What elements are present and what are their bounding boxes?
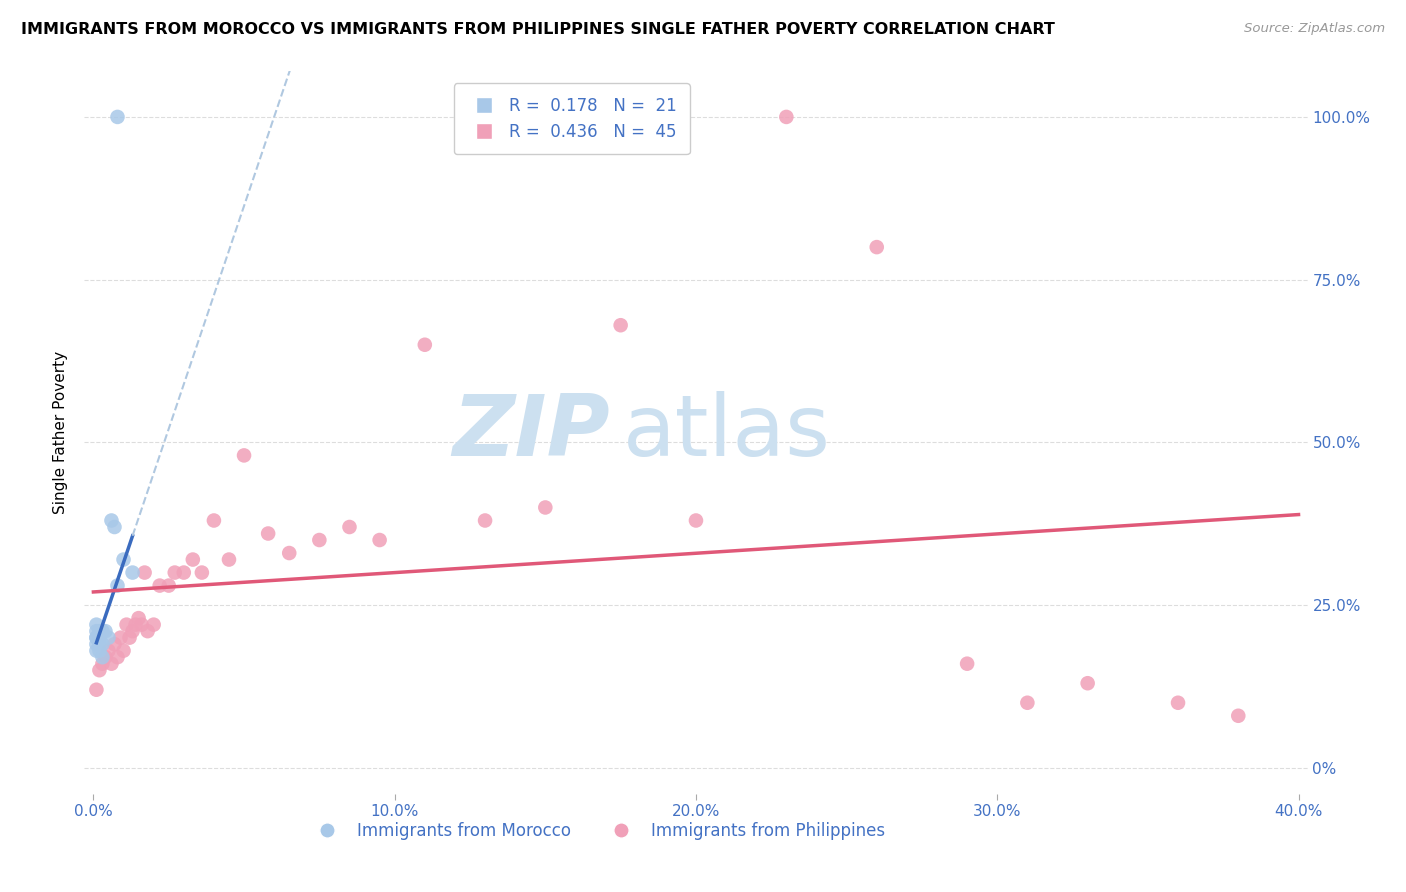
Point (91, 650, 114, 665)
Point (1017, 696, 1039, 710)
Point (112, 643, 135, 657)
Point (474, 514, 496, 528)
Point (115, 617, 138, 632)
Point (775, 110, 797, 124)
Text: IMMIGRANTS FROM MOROCCO VS IMMIGRANTS FROM PHILIPPINES SINGLE FATHER POVERTY COR: IMMIGRANTS FROM MOROCCO VS IMMIGRANTS FR… (21, 22, 1054, 37)
Point (142, 617, 165, 632)
Point (94, 624, 117, 639)
Point (157, 578, 180, 592)
Point (413, 337, 436, 351)
Point (89, 631, 111, 645)
Point (121, 624, 143, 639)
Point (1077, 676, 1099, 690)
Text: atlas: atlas (623, 391, 831, 475)
Point (97, 631, 120, 645)
Point (149, 578, 172, 592)
Point (86, 631, 108, 645)
Point (110, 631, 132, 645)
Point (100, 514, 122, 528)
Point (112, 552, 135, 566)
Point (89, 663, 111, 677)
Point (131, 617, 153, 632)
Point (278, 546, 301, 560)
Point (103, 520, 125, 534)
Point (107, 110, 129, 124)
Point (97, 643, 120, 657)
Point (86, 643, 108, 657)
Point (86, 637, 108, 651)
Point (233, 449, 256, 463)
Legend: Immigrants from Morocco, Immigrants from Philippines: Immigrants from Morocco, Immigrants from… (304, 815, 893, 847)
Point (86, 624, 108, 639)
Point (1227, 708, 1250, 723)
Text: Source: ZipAtlas.com: Source: ZipAtlas.com (1244, 22, 1385, 36)
Point (609, 318, 631, 333)
Point (163, 566, 186, 580)
Point (100, 657, 122, 671)
Point (1167, 696, 1189, 710)
Point (89, 624, 111, 639)
Point (257, 526, 280, 541)
Text: ZIP: ZIP (453, 391, 610, 475)
Y-axis label: Single Father Poverty: Single Father Poverty (53, 351, 69, 514)
Point (86, 682, 108, 697)
Point (956, 657, 979, 671)
Point (173, 566, 195, 580)
Point (191, 566, 214, 580)
Point (181, 552, 204, 566)
Point (121, 566, 143, 580)
Point (339, 520, 361, 534)
Point (685, 514, 707, 528)
Point (91, 657, 114, 671)
Point (103, 637, 125, 651)
Point (89, 637, 111, 651)
Point (91, 637, 114, 651)
Point (218, 552, 240, 566)
Point (107, 650, 129, 665)
Point (91, 624, 114, 639)
Point (107, 578, 129, 592)
Point (368, 533, 391, 547)
Point (128, 611, 150, 625)
Point (134, 566, 156, 580)
Point (136, 624, 159, 639)
Point (86, 617, 108, 632)
Point (308, 533, 330, 547)
Point (86, 631, 108, 645)
Point (866, 240, 889, 254)
Point (534, 500, 557, 515)
Point (94, 650, 117, 665)
Point (202, 514, 225, 528)
Point (124, 617, 146, 632)
Point (118, 631, 141, 645)
Point (89, 643, 111, 657)
